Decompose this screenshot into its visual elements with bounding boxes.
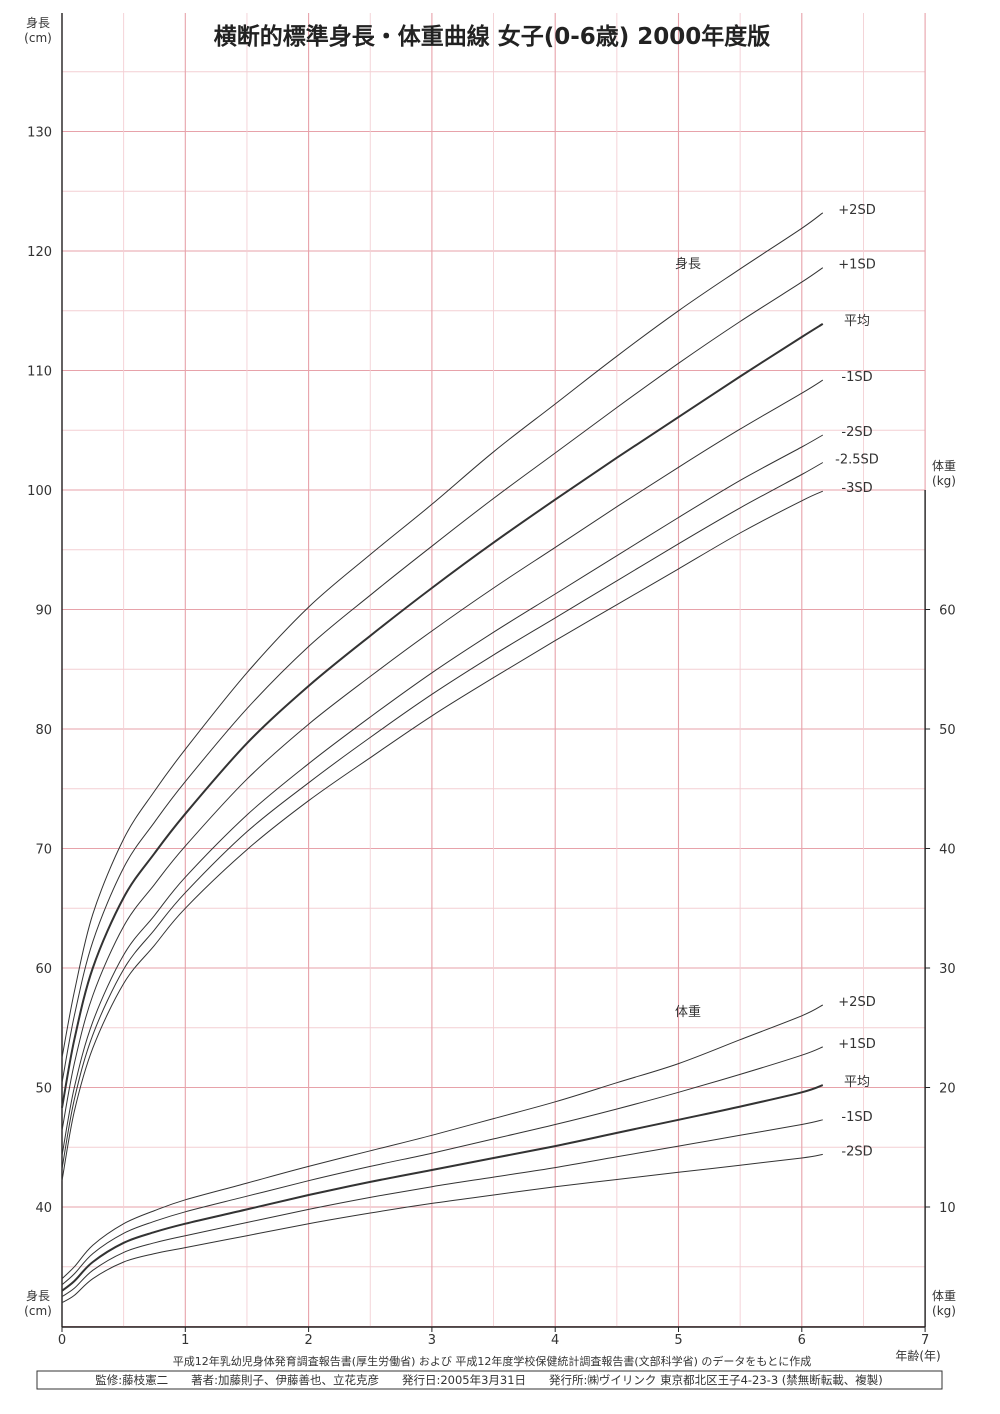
y-left-tick-label: 130: [27, 126, 52, 141]
y-right-unit-bottom: 体重(kg): [932, 1289, 956, 1318]
height-curve: [61, 267, 824, 1083]
y-left-tick-label: 100: [27, 484, 52, 499]
y-left-tick-label: 70: [35, 843, 52, 858]
y-left-tick-label: 80: [35, 723, 52, 738]
x-tick-label: 0: [58, 1333, 66, 1348]
x-tick-label: 6: [798, 1333, 806, 1348]
height-group-label: 身長: [675, 256, 701, 272]
y-right-tick-label: 10: [939, 1201, 956, 1216]
y-left-tick-label: 50: [35, 1082, 52, 1097]
height-series-label: -1SD: [841, 370, 872, 385]
height-curve: [61, 323, 824, 1108]
height-series-label: -2.5SD: [835, 453, 879, 468]
x-axis-label: 年齢(年): [895, 1348, 940, 1363]
curves: [61, 212, 824, 1304]
axes: [61, 13, 931, 1332]
x-tick-label: 5: [674, 1333, 682, 1348]
weight-series-label: 平均: [844, 1075, 870, 1090]
height-series-label: +1SD: [838, 258, 875, 273]
weight-curve: [61, 1153, 823, 1304]
height-curve: [61, 379, 824, 1131]
y-right-tick-label: 60: [939, 604, 956, 619]
footer-text: 監修:藤枝憲二 著者:加藤則子、伊藤善也、立花克彦 発行日:2005年3月31日…: [95, 1373, 883, 1387]
chart-title: 横断的標準身長・体重曲線 女子(0-6歳) 2000年度版: [214, 23, 771, 50]
weight-curve: [61, 1119, 823, 1298]
weight-series-label: -1SD: [841, 1110, 872, 1125]
y-right-tick-label: 20: [939, 1082, 956, 1097]
height-series-label: -2SD: [841, 425, 872, 440]
height-series-label: 平均: [844, 314, 870, 329]
grid: [61, 13, 926, 1328]
x-tick-label: 4: [551, 1333, 559, 1348]
x-tick-label: 7: [921, 1333, 929, 1348]
weight-curve: [61, 1004, 824, 1280]
x-tick-label: 2: [304, 1333, 312, 1348]
height-curve: [61, 490, 824, 1181]
y-left-tick-label: 90: [35, 604, 52, 619]
y-left-tick-label: 110: [27, 365, 52, 380]
y-left-unit-top: 身長(cm): [24, 15, 52, 45]
x-tick-label: 1: [181, 1333, 189, 1348]
height-curve: [61, 212, 824, 1058]
y-left-unit-bottom: 身長(cm): [24, 1288, 52, 1318]
y-right-unit-top: 体重(kg): [932, 459, 956, 488]
height-series-label: -3SD: [841, 481, 872, 496]
y-right-tick-label: 50: [939, 723, 956, 738]
y-left-tick-label: 60: [35, 962, 52, 977]
weight-series-label: +1SD: [838, 1037, 875, 1052]
weight-curve: [61, 1046, 823, 1286]
y-left-tick-label: 120: [27, 245, 52, 260]
labels: 0 1 2 3 4 5 6 7年齢(年) 40 50 60 70 80 90 100 110 120 130 10 2…: [24, 15, 956, 1363]
y-left-tick-label: 40: [35, 1201, 52, 1216]
weight-group-label: 体重: [675, 1004, 701, 1020]
footer-box: [36, 1370, 943, 1390]
height-curve: [61, 434, 824, 1156]
height-series-label: +2SD: [838, 203, 875, 218]
x-tick-label: 3: [428, 1333, 436, 1348]
weight-series-label: +2SD: [838, 995, 875, 1010]
y-right-tick-label: 30: [939, 962, 956, 977]
weight-series-label: -2SD: [841, 1144, 872, 1159]
source-note: 平成12年乳幼児身体発育調査報告書(厚生労働省) および 平成12年度学校保健統…: [173, 1354, 811, 1368]
y-right-tick-label: 40: [939, 843, 956, 858]
height-curve: [61, 462, 824, 1169]
weight-curve: [61, 1084, 824, 1292]
